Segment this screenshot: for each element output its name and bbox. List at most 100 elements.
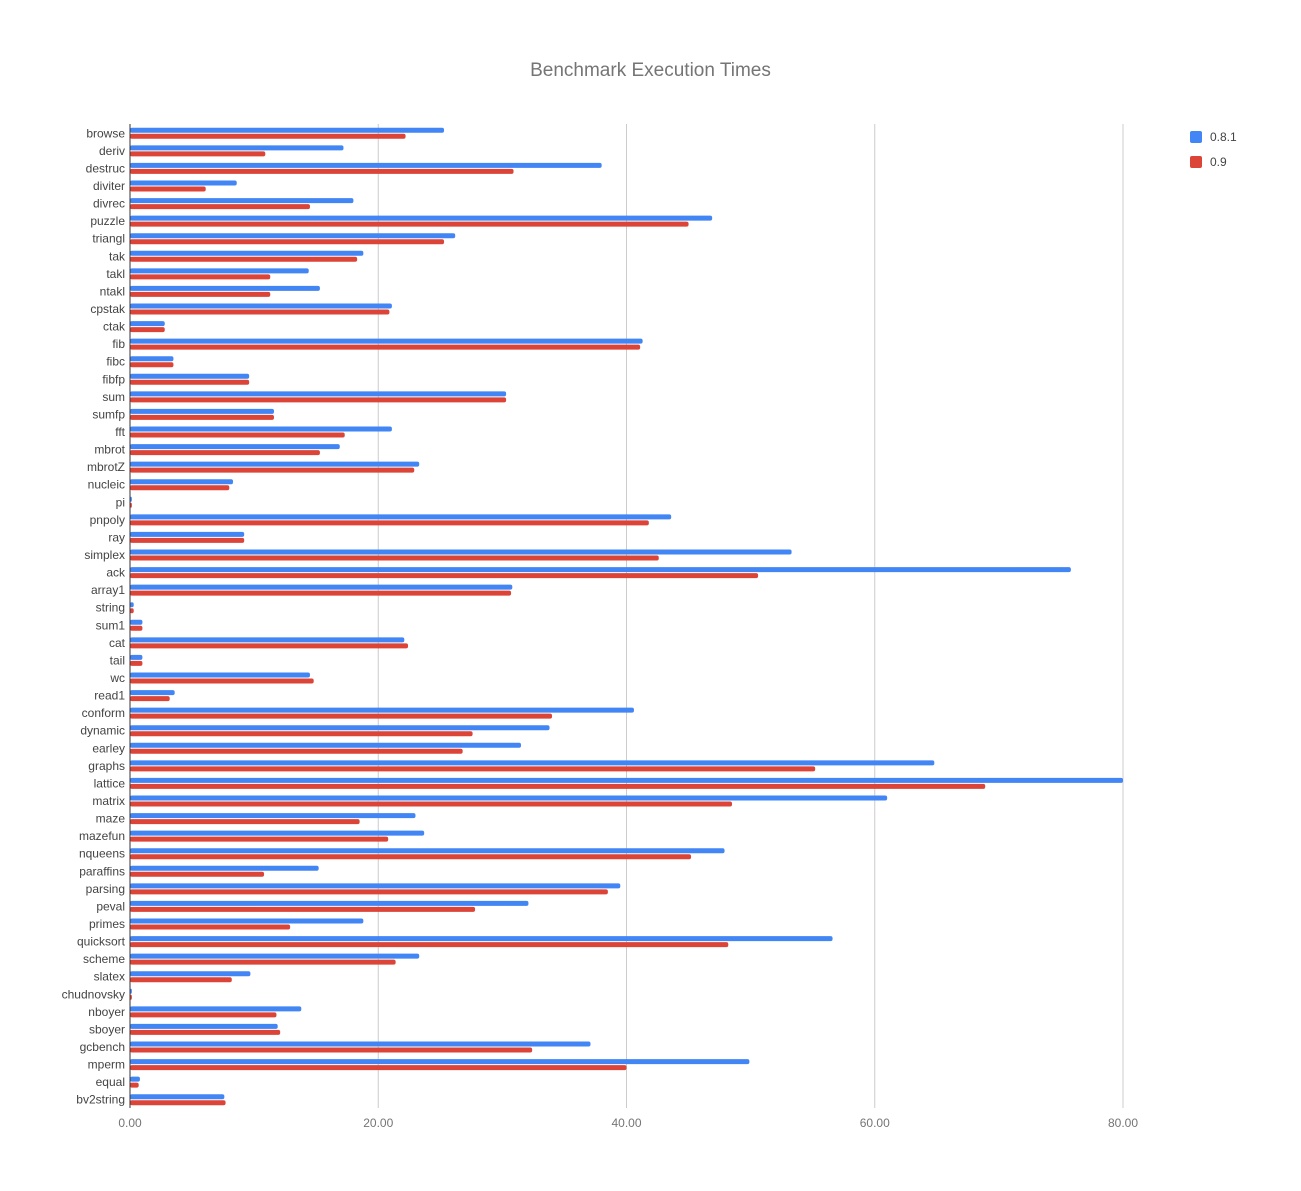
bar-sumfp-0.8.1[interactable] (130, 408, 274, 414)
bar-cat-0.8.1[interactable] (130, 637, 405, 643)
bar-nucleic-0.9[interactable] (130, 485, 230, 491)
bar-fft-0.9[interactable] (130, 432, 345, 438)
bar-fibc-0.9[interactable] (130, 362, 174, 368)
legend[interactable]: 0.8.1 0.9 (1190, 124, 1237, 174)
bar-string-0.8.1[interactable] (130, 602, 134, 608)
bar-wc-0.8.1[interactable] (130, 672, 310, 678)
bar-pnpoly-0.8.1[interactable] (130, 514, 672, 520)
bar-gcbench-0.8.1[interactable] (130, 1041, 591, 1047)
bar-simplex-0.8.1[interactable] (130, 549, 792, 555)
bar-sum1-0.9[interactable] (130, 625, 143, 631)
bar-fft-0.8.1[interactable] (130, 426, 392, 432)
bar-ntakl-0.8.1[interactable] (130, 285, 320, 291)
bar-lattice-0.9[interactable] (130, 783, 986, 789)
bar-array1-0.9[interactable] (130, 590, 512, 596)
bar-ack-0.9[interactable] (130, 573, 759, 579)
bar-bv2string-0.9[interactable] (130, 1100, 226, 1106)
bar-simplex-0.9[interactable] (130, 555, 659, 561)
bar-pnpoly-0.9[interactable] (130, 520, 649, 526)
bar-quicksort-0.8.1[interactable] (130, 936, 833, 942)
bar-browse-0.9[interactable] (130, 133, 406, 139)
bar-sum1-0.8.1[interactable] (130, 619, 143, 625)
bar-deriv-0.8.1[interactable] (130, 145, 344, 151)
bar-divrec-0.9[interactable] (130, 204, 310, 210)
bar-tail-0.9[interactable] (130, 660, 143, 666)
bar-nboyer-0.9[interactable] (130, 1012, 277, 1018)
bar-equal-0.9[interactable] (130, 1082, 139, 1088)
legend-item-series-1[interactable]: 0.8.1 (1190, 124, 1237, 149)
bar-gcbench-0.9[interactable] (130, 1047, 533, 1053)
bar-diviter-0.8.1[interactable] (130, 180, 237, 186)
bar-sumfp-0.9[interactable] (130, 414, 274, 420)
bar-string-0.9[interactable] (130, 608, 134, 614)
bar-nucleic-0.8.1[interactable] (130, 479, 234, 485)
bar-dynamic-0.9[interactable] (130, 731, 473, 737)
bar-ctak-0.8.1[interactable] (130, 321, 165, 327)
bar-mperm-0.9[interactable] (130, 1065, 627, 1071)
bar-lattice-0.8.1[interactable] (130, 777, 1123, 783)
bar-conform-0.9[interactable] (130, 713, 553, 719)
bar-cat-0.9[interactable] (130, 643, 409, 649)
bar-conform-0.8.1[interactable] (130, 707, 634, 713)
bar-mazefun-0.9[interactable] (130, 836, 389, 842)
bar-scheme-0.9[interactable] (130, 959, 396, 965)
bar-equal-0.8.1[interactable] (130, 1076, 140, 1082)
bar-earley-0.9[interactable] (130, 748, 463, 754)
bar-slatex-0.8.1[interactable] (130, 971, 251, 977)
bar-fibfp-0.8.1[interactable] (130, 373, 250, 379)
bar-mbrotZ-0.8.1[interactable] (130, 461, 420, 467)
bar-browse-0.8.1[interactable] (130, 127, 445, 133)
bar-ntakl-0.9[interactable] (130, 291, 271, 297)
bar-triangl-0.8.1[interactable] (130, 233, 456, 239)
bar-mazefun-0.8.1[interactable] (130, 830, 425, 836)
bar-matrix-0.8.1[interactable] (130, 795, 888, 801)
bar-cpstak-0.8.1[interactable] (130, 303, 392, 309)
bar-parsing-0.8.1[interactable] (130, 883, 621, 889)
bar-parsing-0.9[interactable] (130, 889, 608, 895)
bar-bv2string-0.8.1[interactable] (130, 1094, 225, 1100)
bar-array1-0.8.1[interactable] (130, 584, 513, 590)
bar-fib-0.9[interactable] (130, 344, 641, 350)
bar-sboyer-0.9[interactable] (130, 1029, 281, 1035)
bar-mbrotZ-0.9[interactable] (130, 467, 415, 473)
bar-deriv-0.9[interactable] (130, 151, 266, 157)
bar-tak-0.8.1[interactable] (130, 250, 364, 256)
bar-wc-0.9[interactable] (130, 678, 314, 684)
bar-paraffins-0.8.1[interactable] (130, 865, 319, 871)
bar-diviter-0.9[interactable] (130, 186, 206, 192)
bar-nqueens-0.9[interactable] (130, 854, 692, 860)
bar-quicksort-0.9[interactable] (130, 942, 729, 948)
bar-takl-0.8.1[interactable] (130, 268, 309, 274)
bar-matrix-0.9[interactable] (130, 801, 733, 807)
bar-mbrot-0.8.1[interactable] (130, 444, 340, 450)
bar-sum-0.9[interactable] (130, 397, 507, 403)
bar-sboyer-0.8.1[interactable] (130, 1023, 278, 1029)
bar-scheme-0.8.1[interactable] (130, 953, 420, 959)
bar-fib-0.8.1[interactable] (130, 338, 643, 344)
bar-read1-0.9[interactable] (130, 696, 170, 702)
bar-ack-0.8.1[interactable] (130, 567, 1071, 573)
bar-maze-0.9[interactable] (130, 819, 360, 825)
legend-item-series-2[interactable]: 0.9 (1190, 149, 1237, 174)
bar-nqueens-0.8.1[interactable] (130, 848, 725, 854)
bar-puzzle-0.8.1[interactable] (130, 215, 713, 221)
bar-earley-0.8.1[interactable] (130, 742, 521, 748)
bar-fibfp-0.9[interactable] (130, 379, 250, 385)
bar-dynamic-0.8.1[interactable] (130, 725, 550, 731)
bar-takl-0.9[interactable] (130, 274, 271, 280)
bar-divrec-0.8.1[interactable] (130, 198, 354, 204)
bar-mperm-0.8.1[interactable] (130, 1059, 750, 1065)
bar-puzzle-0.9[interactable] (130, 221, 689, 227)
bar-tail-0.8.1[interactable] (130, 654, 143, 660)
bar-maze-0.8.1[interactable] (130, 813, 416, 819)
bar-sum-0.8.1[interactable] (130, 391, 507, 397)
bar-peval-0.9[interactable] (130, 906, 476, 912)
bar-fibc-0.8.1[interactable] (130, 356, 174, 362)
bar-mbrot-0.9[interactable] (130, 450, 320, 456)
bar-ray-0.8.1[interactable] (130, 531, 245, 537)
bar-graphs-0.8.1[interactable] (130, 760, 935, 766)
bar-tak-0.9[interactable] (130, 256, 358, 262)
bar-destruc-0.8.1[interactable] (130, 162, 602, 168)
bar-read1-0.8.1[interactable] (130, 690, 175, 696)
bar-peval-0.8.1[interactable] (130, 900, 529, 906)
